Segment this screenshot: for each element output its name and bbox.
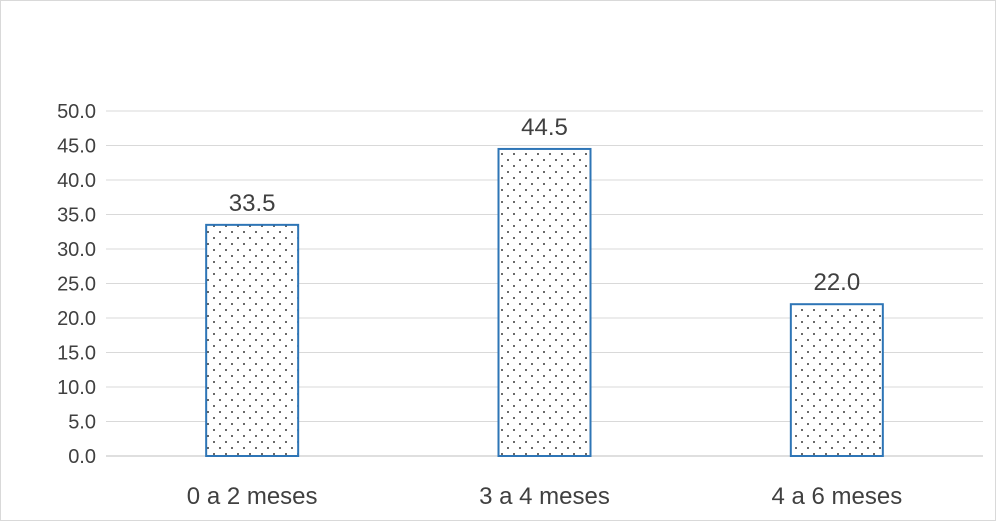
bar (205, 223, 300, 457)
x-category-label: 0 a 2 meses (187, 483, 318, 510)
x-axis-category-labels: 0 a 2 meses 3 a 4 meses 4 a 6 meses (187, 483, 902, 510)
y-tick-label: 45.0 (57, 136, 96, 158)
y-tick-label: 20.0 (57, 308, 96, 330)
x-category-label: 3 a 4 meses (479, 483, 610, 510)
bar (497, 147, 592, 457)
bars (205, 147, 884, 458)
y-tick-label: 30.0 (57, 239, 96, 261)
data-labels: 33.5 44.5 22.0 (229, 114, 860, 296)
y-tick-label: 35.0 (57, 205, 96, 227)
y-tick-label: 15.0 (57, 343, 96, 365)
bar-data-label: 33.5 (229, 190, 276, 217)
y-tick-label: 10.0 (57, 377, 96, 399)
bar (789, 303, 884, 458)
y-tick-label: 5.0 (68, 412, 96, 434)
bar-data-label: 22.0 (813, 269, 860, 296)
y-tick-label: 25.0 (57, 274, 96, 296)
x-category-label: 4 a 6 meses (771, 483, 902, 510)
bar-data-label: 44.5 (521, 114, 568, 141)
y-axis-tick-labels: 0.0 5.0 10.0 15.0 20.0 25.0 30.0 35.0 40.0 45.0 50… (57, 101, 96, 468)
y-tick-label: 50.0 (57, 101, 96, 123)
y-tick-label: 0.0 (68, 446, 96, 468)
y-tick-label: 40.0 (57, 170, 96, 192)
